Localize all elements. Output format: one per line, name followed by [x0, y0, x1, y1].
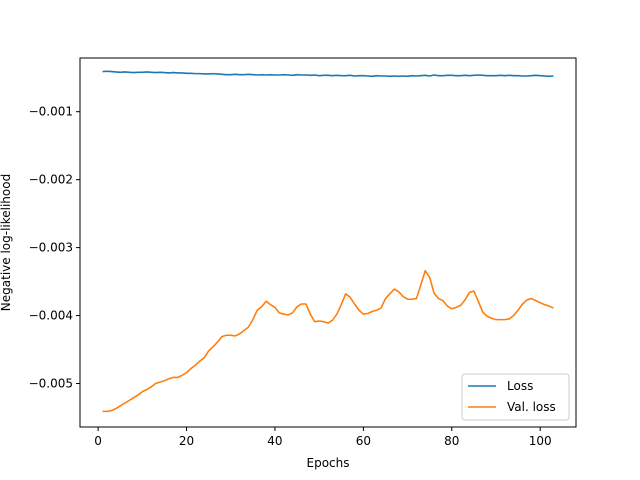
y-axis: −0.005 −0.004 −0.003 −0.002 −0.001 [29, 105, 80, 391]
x-tick-label: 0 [94, 434, 102, 448]
x-axis: 0 20 40 60 80 100 [94, 427, 552, 448]
x-tick-label: 60 [356, 434, 371, 448]
y-tick-label: −0.002 [29, 173, 73, 187]
series-line-loss [102, 70, 554, 78]
y-tick-label: −0.004 [29, 309, 73, 323]
series-line-val-loss [102, 269, 554, 413]
plot-area [80, 58, 576, 427]
x-tick-label: 80 [444, 434, 459, 448]
x-tick-label: 20 [179, 434, 194, 448]
legend: Loss Val. loss [461, 373, 570, 421]
y-tick-label: −0.001 [29, 105, 73, 119]
x-axis-label: Epochs [307, 456, 350, 470]
y-tick-label: −0.005 [29, 377, 73, 391]
y-axis-label: Negative log-likelihood [0, 174, 13, 311]
x-tick-label: 40 [267, 434, 282, 448]
legend-label-val-loss: Val. loss [507, 400, 556, 414]
x-tick-label: 100 [529, 434, 552, 448]
legend-label-loss: Loss [507, 379, 533, 393]
plot-frame [79, 57, 577, 428]
y-tick-label: −0.003 [29, 241, 73, 255]
series-layer [102, 70, 554, 413]
